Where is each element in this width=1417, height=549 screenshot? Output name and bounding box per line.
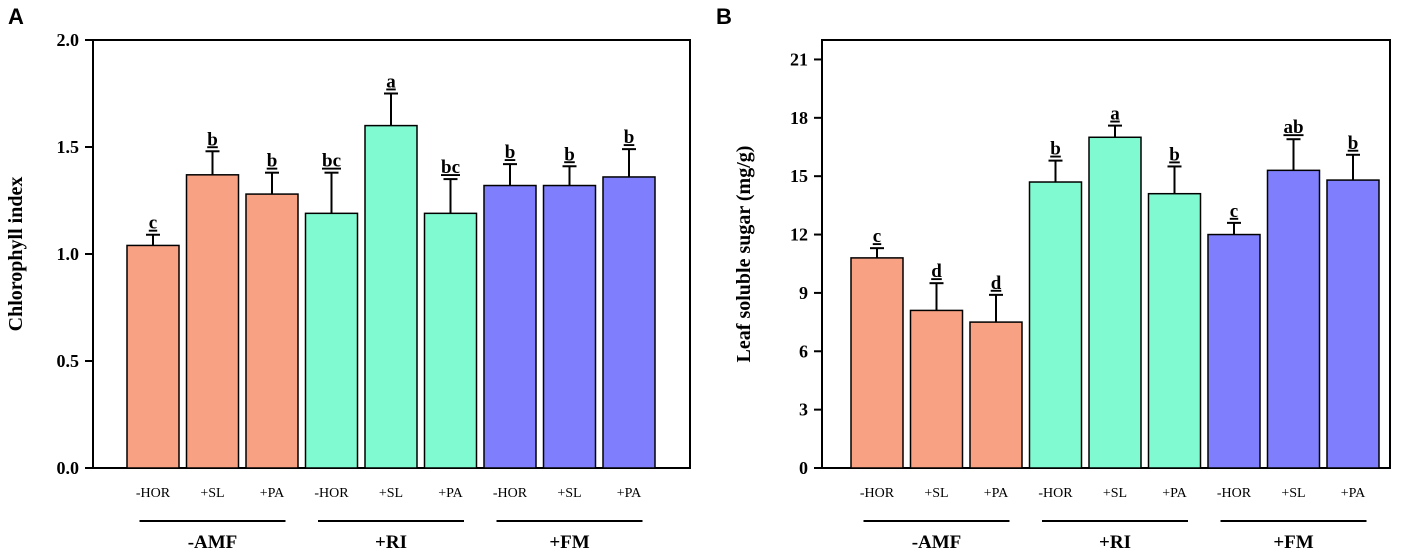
bar bbox=[909, 309, 964, 469]
x-tick-label: +PA bbox=[1162, 486, 1187, 501]
group-label: -AMF bbox=[188, 532, 238, 549]
significance-label: b bbox=[1050, 139, 1061, 160]
x-tick-label: -HOR bbox=[1217, 486, 1252, 501]
y-tick-label: 15 bbox=[790, 166, 808, 186]
significance-label: b bbox=[564, 144, 575, 165]
bar bbox=[364, 124, 418, 469]
significance-label: a bbox=[1110, 104, 1120, 125]
significance-label: a bbox=[386, 72, 396, 93]
significance-label: b bbox=[1169, 144, 1180, 165]
significance-label: b bbox=[267, 151, 278, 172]
y-tick-label: 0.0 bbox=[57, 458, 80, 478]
significance-label: d bbox=[931, 261, 942, 282]
group-label: +RI bbox=[375, 532, 407, 549]
y-tick-label: 21 bbox=[790, 49, 808, 69]
bar bbox=[483, 184, 537, 469]
group-label: +FM bbox=[549, 532, 589, 549]
x-tick-label: -HOR bbox=[136, 486, 171, 501]
y-tick-label: 1.0 bbox=[57, 244, 80, 264]
y-tick-label: 0.5 bbox=[57, 351, 80, 371]
x-tick-label: -HOR bbox=[860, 486, 895, 501]
y-tick-label: 1.5 bbox=[57, 137, 80, 157]
bar bbox=[304, 212, 359, 469]
y-axis-label: Chlorophyll index bbox=[5, 177, 27, 332]
y-tick-label: 3 bbox=[799, 400, 808, 420]
group-label: -AMF bbox=[912, 532, 962, 549]
bar bbox=[245, 193, 299, 469]
bar bbox=[850, 257, 904, 469]
bar bbox=[1326, 179, 1380, 469]
significance-label: c bbox=[1230, 201, 1238, 222]
x-tick-label: +SL bbox=[924, 486, 948, 501]
y-tick-label: 0 bbox=[799, 458, 808, 478]
significance-label: b bbox=[505, 142, 516, 163]
bar bbox=[423, 212, 478, 469]
group-label: +FM bbox=[1273, 532, 1313, 549]
x-tick-label: +SL bbox=[557, 486, 581, 501]
bar bbox=[1266, 169, 1321, 469]
group-label: +RI bbox=[1099, 532, 1131, 549]
x-tick-label: -HOR bbox=[1038, 486, 1073, 501]
significance-label: c bbox=[149, 213, 157, 234]
bar bbox=[126, 244, 180, 469]
bar bbox=[1088, 136, 1142, 469]
bar bbox=[1147, 192, 1202, 469]
panel-letter: B bbox=[716, 4, 732, 29]
bar bbox=[602, 176, 656, 469]
significance-label: bc bbox=[441, 157, 460, 178]
x-tick-label: +PA bbox=[617, 486, 642, 501]
significance-label: d bbox=[991, 273, 1002, 294]
bar bbox=[185, 174, 240, 469]
x-tick-label: +SL bbox=[1103, 486, 1127, 501]
y-axis-label: Leaf soluble sugar (mg/g) bbox=[733, 146, 755, 363]
significance-label: b bbox=[1348, 133, 1359, 154]
x-tick-label: +SL bbox=[379, 486, 403, 501]
x-tick-label: -HOR bbox=[493, 486, 528, 501]
panel-letter: A bbox=[8, 4, 24, 29]
significance-label: c bbox=[873, 226, 881, 247]
x-tick-label: +PA bbox=[984, 486, 1009, 501]
x-tick-label: +SL bbox=[200, 486, 224, 501]
bar bbox=[1207, 233, 1261, 469]
y-tick-label: 9 bbox=[799, 283, 808, 303]
panel-b: B 0 3 6 9 12 15 18 21 Leaf soluble sugar (mg/g) c -… bbox=[716, 4, 1391, 549]
bar bbox=[542, 184, 597, 469]
x-tick-label: +PA bbox=[260, 486, 285, 501]
significance-label: b bbox=[207, 129, 218, 150]
panel-a: A 0.0 0.5 1.0 1.5 2.0 Chlorophyll index c -HOR b +… bbox=[5, 4, 691, 549]
significance-label: bc bbox=[322, 151, 341, 172]
x-tick-label: +PA bbox=[1341, 486, 1366, 501]
y-tick-label: 18 bbox=[790, 108, 808, 128]
x-tick-label: +SL bbox=[1281, 486, 1305, 501]
y-tick-label: 12 bbox=[790, 225, 808, 245]
y-tick-label: 2.0 bbox=[57, 30, 80, 50]
bar bbox=[1028, 181, 1083, 469]
y-tick-label: 6 bbox=[799, 341, 808, 361]
significance-label: ab bbox=[1283, 117, 1303, 138]
significance-label: b bbox=[624, 127, 635, 148]
x-tick-label: -HOR bbox=[314, 486, 349, 501]
bar bbox=[969, 321, 1023, 469]
x-tick-label: +PA bbox=[438, 486, 463, 501]
